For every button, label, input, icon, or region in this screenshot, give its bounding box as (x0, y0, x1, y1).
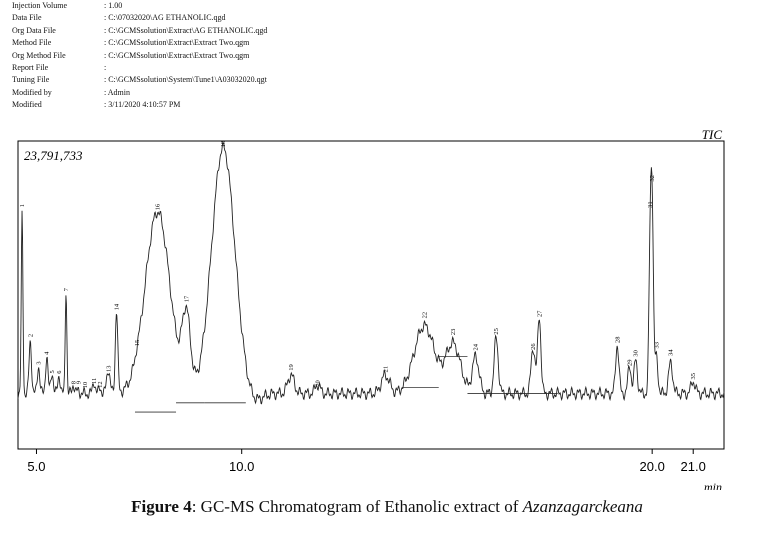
peak-label: 28 (614, 336, 621, 343)
meta-label: Modified (12, 100, 42, 110)
meta-row: Method File : C:\GCMSsolution\Extract\Ext… (12, 37, 267, 49)
figure-caption: Figure 4: GC-MS Chromatogram of Ethanoli… (0, 497, 774, 517)
peak-label: 20 (315, 380, 322, 387)
peak-label: 25 (493, 328, 500, 335)
file-info-header: Injection Volume : 1.00 Data File : C:\0703… (12, 0, 267, 112)
meta-value: : C:\GCMSsolution\Extract\Extract Two.qg… (104, 50, 250, 60)
meta-value: : 1.00 (104, 1, 123, 10)
meta-row: Modified by : Admin (12, 87, 267, 99)
peak-label: 26 (530, 343, 537, 350)
meta-row: Injection Volume : 1.00 (12, 0, 267, 12)
peak-label: 23 (450, 329, 457, 336)
meta-row: Modified : 3/11/2020 4:10:57 PM (12, 99, 267, 111)
x-tick-label: 21.0 (681, 459, 706, 474)
peak-label: 34 (668, 349, 675, 356)
x-axis-ticks: 5.0 10.0 20.0 21.0 (27, 449, 706, 474)
meta-label: Data File (12, 13, 42, 23)
peak-label: 6 (56, 370, 63, 374)
peak-label: 31 (647, 201, 654, 208)
peak-label: 27 (536, 310, 543, 317)
meta-value: : 3/11/2020 4:10:57 PM (104, 100, 181, 110)
x-tick-label: 10.0 (229, 459, 254, 474)
peak-label: 29 (627, 359, 634, 366)
peak-label: 1 (19, 204, 26, 207)
tic-trace (17, 142, 725, 405)
peak-label: 2 (27, 334, 34, 337)
meta-label: Modified by (12, 87, 52, 97)
peak-label: 13 (105, 366, 112, 373)
meta-row: Report File: (12, 62, 267, 74)
meta-row: Data File : C:\07032020\AG ETHANOLIC.qgd (12, 12, 267, 24)
peak-label: 14 (114, 303, 121, 310)
peak-label: 21 (382, 366, 389, 373)
meta-value: : (104, 63, 107, 73)
peak-label: 22 (421, 312, 428, 319)
peak-label: 33 (653, 342, 660, 349)
peak-label: 35 (690, 373, 697, 380)
caption-text: : GC-MS Chromatogram of Ethanolic extrac… (191, 497, 523, 516)
meta-value: : C:\07032020\AG ETHANOLIC.qgd (104, 13, 226, 23)
meta-value: : Admin (104, 87, 131, 97)
peak-label: 30 (633, 350, 640, 357)
meta-label: Injection Volume (12, 1, 68, 10)
meta-label: Org Data File (12, 25, 56, 35)
meta-label: Method File (12, 38, 52, 48)
meta-label: Report File (12, 63, 49, 73)
max-intensity-label: 23,791,733 (24, 148, 83, 163)
x-unit-label: min (704, 480, 722, 490)
meta-row: Org Data File : C:\GCMSsolution\Extract\A… (12, 25, 267, 37)
peak-label: 18 (220, 141, 227, 148)
peak-label: 24 (473, 343, 480, 350)
integration-baselines (134, 356, 558, 413)
chromatogram-chart: TIC 23,791,733 min 5.0 10.0 20.0 21.0 12345… (17, 127, 725, 490)
peak-label: 10 (82, 382, 89, 389)
tic-label: TIC (702, 127, 723, 142)
peak-label: 12 (97, 381, 104, 388)
figure-label: Figure 4 (131, 497, 192, 516)
peak-label: 32 (649, 175, 656, 182)
x-tick-label: 5.0 (27, 459, 45, 474)
peak-label: 4 (44, 351, 51, 355)
meta-row: Tuning File : C:\GCMSsolution\System\Tune… (12, 74, 267, 86)
peak-label: 9 (75, 381, 82, 384)
meta-row: Org Method File : C:\GCMSsolution\Extract… (12, 50, 267, 62)
plot-frame (17, 140, 725, 450)
peak-label: 19 (288, 364, 295, 371)
meta-value: : C:\GCMSsolution\System\Tune1\A03032020… (104, 75, 267, 85)
peak-label: 8 (70, 381, 77, 384)
peak-label: 17 (183, 295, 190, 302)
x-tick-label: 20.0 (640, 459, 665, 474)
peak-label: 3 (36, 361, 43, 364)
peak-label: 16 (155, 203, 162, 210)
peak-label: 15 (134, 340, 141, 347)
meta-label: Tuning File (12, 75, 50, 85)
meta-label: Org Method File (12, 50, 66, 60)
peak-label: 5 (49, 370, 56, 373)
species-name: Azanzagarckeana (522, 497, 643, 516)
peak-label: 11 (91, 378, 98, 384)
meta-value: : C:\GCMSsolution\Extract\Extract Two.qg… (104, 38, 250, 48)
peak-label: 7 (63, 287, 70, 291)
meta-value: : C:\GCMSsolution\Extract\AG ETHANOLIC.q… (104, 25, 268, 35)
